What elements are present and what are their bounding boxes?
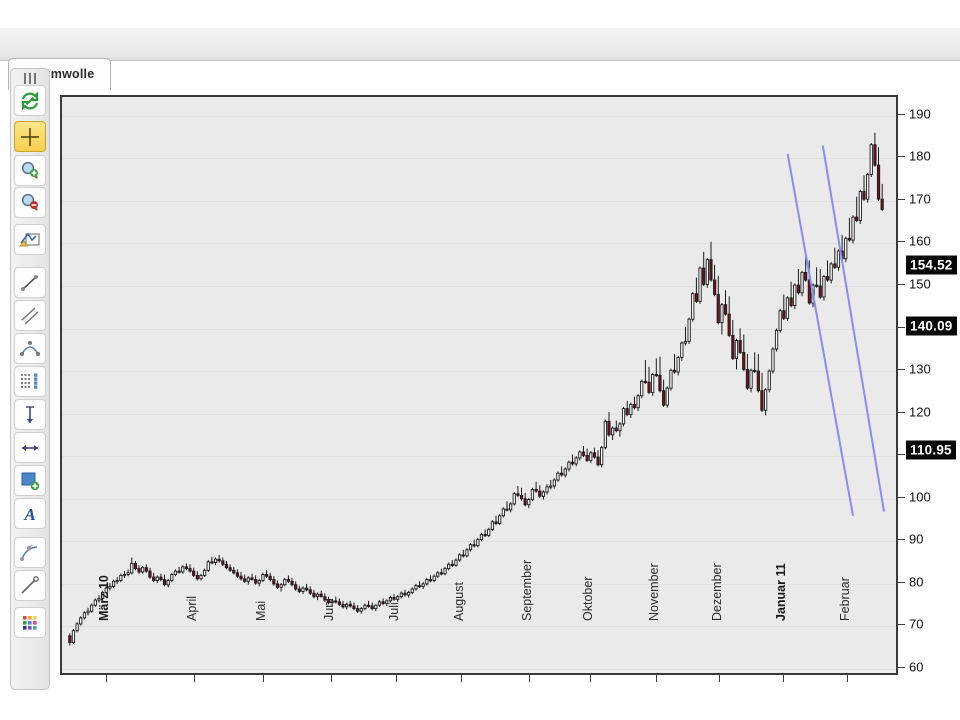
date-tick-label: März 10: [96, 575, 111, 621]
date-tick: [590, 675, 591, 682]
gridline: [62, 371, 896, 372]
date-tick-label: Juni: [321, 598, 336, 621]
vertical-measure-icon[interactable]: [14, 399, 46, 430]
gridline: [62, 414, 896, 415]
price-tick: [898, 667, 905, 668]
plot-band: [62, 243, 896, 329]
price-tick: [898, 241, 905, 242]
price-level-tag[interactable]: 154.52: [906, 255, 957, 275]
gridline: [62, 286, 896, 287]
date-tick-label: Juli: [386, 602, 401, 621]
date-tick: [847, 675, 848, 682]
price-tick: [898, 497, 905, 498]
price-level-tag[interactable]: 110.95: [906, 440, 956, 460]
price-tick-label: 180: [909, 148, 931, 164]
pointer-line-icon[interactable]: [14, 570, 46, 601]
horizontal-measure-icon[interactable]: [14, 432, 46, 463]
color-palette-icon[interactable]: [14, 607, 46, 638]
zoom-out-icon[interactable]: [14, 187, 46, 218]
date-tick: [331, 675, 332, 682]
price-tick: [898, 369, 905, 370]
price-tick-label: 150: [909, 276, 931, 292]
price-tick-label: 60: [909, 659, 924, 675]
gridline: [62, 499, 896, 500]
gridline: [62, 243, 896, 244]
gridline: [62, 626, 896, 627]
date-tick: [396, 675, 397, 682]
angle-tool-icon[interactable]: [14, 333, 46, 364]
date-tick: [656, 675, 657, 682]
gridline: [62, 201, 896, 202]
date-tick: [529, 675, 530, 682]
date-tick-label: September: [519, 559, 534, 621]
date-tick: [783, 675, 784, 682]
date-tick-label: April: [185, 595, 200, 621]
date-tick: [719, 675, 720, 682]
price-tick-label: 120: [909, 404, 931, 420]
price-tick: [898, 412, 905, 413]
date-tick-label: Mai: [254, 600, 269, 621]
fibonacci-retracement-icon[interactable]: [14, 366, 46, 397]
date-tick-label: Februar: [838, 577, 853, 621]
price-tick: [898, 327, 905, 328]
price-tick: [898, 114, 905, 115]
date-tick: [106, 675, 107, 682]
price-tick-label: 70: [909, 616, 924, 632]
price-tick-label: 130: [909, 361, 931, 377]
price-tick-label: 80: [909, 574, 924, 590]
price-level-tag[interactable]: 140.09: [906, 316, 957, 336]
curve-tool-icon[interactable]: [14, 537, 46, 568]
gridline: [62, 329, 896, 330]
trendline-icon[interactable]: [14, 267, 46, 298]
drawing-toolbar: A: [10, 68, 50, 690]
trend-line-group[interactable]: [62, 97, 896, 673]
date-tick-label: Dezember: [709, 563, 724, 621]
gridline: [62, 158, 896, 159]
gridline: [62, 116, 896, 117]
price-tick: [898, 156, 905, 157]
date-tick-label: August: [451, 582, 466, 621]
date-axis[interactable]: März 10 April Mai Juni Juli August September Ok…: [60, 560, 898, 720]
candlestick-series: [68, 132, 884, 646]
plot-band: [62, 97, 896, 159]
price-tick-label: 160: [909, 233, 931, 249]
chart-settings-icon[interactable]: [14, 224, 46, 255]
svg-text:A: A: [23, 505, 35, 524]
refresh-icon[interactable]: [14, 85, 46, 116]
date-tick: [461, 675, 462, 682]
price-tick: [898, 284, 905, 285]
date-tick-label: Januar 11: [773, 563, 788, 621]
gridline: [62, 669, 896, 670]
gridline: [62, 584, 896, 585]
tab-bar: Baumwolle: [0, 28, 960, 90]
date-tick: [194, 675, 195, 682]
crosshair-icon[interactable]: [14, 121, 46, 152]
chart-canvas[interactable]: [60, 95, 898, 675]
plot-area[interactable]: [62, 97, 896, 673]
plot-band: [62, 158, 896, 244]
price-tick-label: 100: [909, 489, 931, 505]
add-rectangle-icon[interactable]: [14, 465, 46, 496]
price-tick-label: 90: [909, 531, 924, 547]
price-tick-label: 190: [909, 106, 931, 122]
price-tick: [898, 539, 905, 540]
price-tick-label: 170: [909, 191, 931, 207]
drag-handle-icon[interactable]: [14, 73, 46, 87]
date-tick: [263, 675, 264, 682]
parallel-lines-icon[interactable]: [14, 300, 46, 331]
price-tick: [898, 199, 905, 200]
price-tick: [898, 582, 905, 583]
date-tick-label: November: [646, 563, 661, 621]
price-axis[interactable]: 6070809010011012013014015016017018019015…: [898, 95, 960, 675]
text-annotation-icon[interactable]: A: [14, 498, 46, 529]
date-tick-label: Oktober: [580, 576, 595, 621]
price-tick: [898, 624, 905, 625]
zoom-in-icon[interactable]: [14, 155, 46, 186]
gridline: [62, 456, 896, 457]
price-tick: [898, 454, 905, 455]
